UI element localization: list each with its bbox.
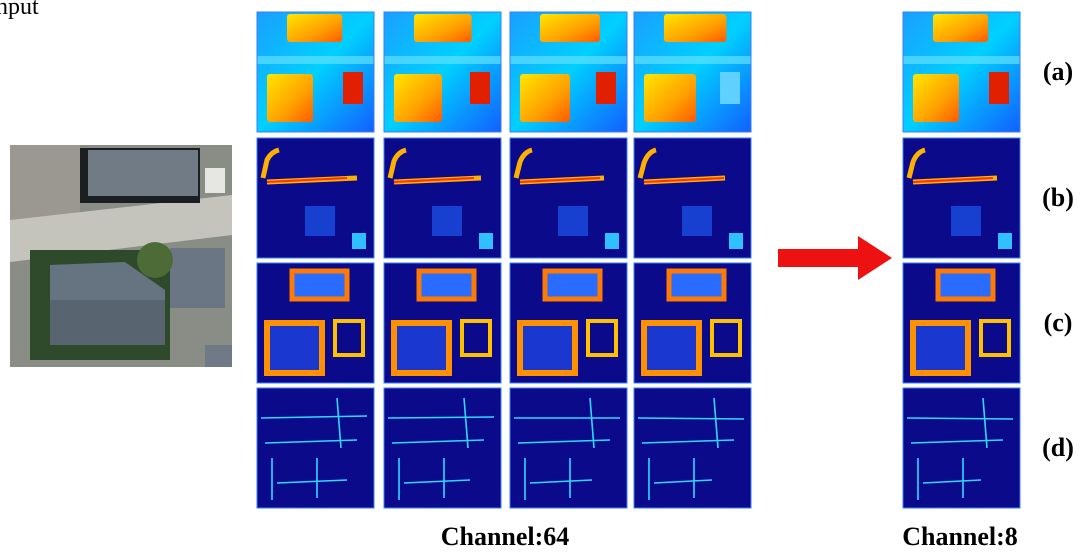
blob (335, 321, 363, 355)
feature-map (903, 12, 1020, 132)
blob (267, 323, 322, 373)
feature-map (634, 12, 751, 132)
row-label: (a) (1043, 57, 1073, 86)
band (510, 56, 627, 64)
blob (720, 72, 740, 104)
feature-map (257, 388, 374, 508)
blob (596, 72, 616, 104)
blob (540, 14, 600, 42)
blob (520, 74, 570, 122)
arrow-head (858, 236, 892, 280)
feature-map (384, 138, 501, 258)
row-label: (b) (1042, 183, 1074, 212)
feature-map (510, 12, 627, 132)
blob (644, 74, 696, 122)
feature-map (510, 138, 627, 258)
blob (989, 72, 1009, 104)
blob (558, 206, 588, 236)
bg (257, 388, 374, 508)
blob (682, 206, 712, 236)
blob (419, 271, 474, 299)
blob (287, 14, 342, 42)
feature-map (903, 388, 1020, 508)
band (634, 56, 751, 64)
bg (510, 388, 627, 508)
feature-map (903, 138, 1020, 258)
caption: Channel:8 (902, 522, 1018, 551)
band (384, 56, 501, 64)
blob (545, 271, 600, 299)
blob (951, 206, 981, 236)
blob (913, 74, 959, 122)
feature-map (510, 263, 627, 383)
caption: Channel:64 (441, 522, 570, 551)
input-image (10, 145, 232, 367)
bg (634, 388, 751, 508)
blob (414, 14, 472, 42)
input-label: Input (0, 0, 39, 20)
blob (998, 233, 1012, 249)
feature-map (384, 12, 501, 132)
blob (267, 74, 313, 122)
blob (729, 233, 743, 249)
blob (343, 72, 363, 104)
blob (479, 233, 493, 249)
blob (712, 321, 740, 355)
feature-map (257, 12, 374, 132)
bg (903, 388, 1020, 508)
feature-map (634, 388, 751, 508)
feature-map (634, 138, 751, 258)
feature-map (634, 263, 751, 383)
blob (462, 321, 490, 355)
blob (588, 321, 616, 355)
row-label: (d) (1042, 433, 1074, 462)
blob (305, 206, 335, 236)
blob (352, 233, 366, 249)
blob (605, 233, 619, 249)
blob (520, 323, 575, 373)
blob (913, 323, 968, 373)
feature-map (510, 388, 627, 508)
blob (292, 271, 347, 299)
blob (644, 323, 699, 373)
blob (664, 14, 726, 42)
row-label: (c) (1044, 308, 1073, 337)
blob (669, 271, 724, 299)
feature-map (257, 138, 374, 258)
bg (384, 388, 501, 508)
blob (394, 323, 449, 373)
figure: Input Channel:64 Channel:8 (a) (b) (c) (d) (0, 0, 1080, 553)
feature-map (384, 263, 501, 383)
blob (394, 74, 442, 122)
band (257, 56, 374, 64)
blob (981, 321, 1009, 355)
blob (933, 14, 988, 42)
feature-map (903, 263, 1020, 383)
feature-map (384, 388, 501, 508)
feature-map (257, 263, 374, 383)
blob (470, 72, 490, 104)
blob (432, 206, 462, 236)
blob (938, 271, 993, 299)
band (903, 56, 1020, 64)
